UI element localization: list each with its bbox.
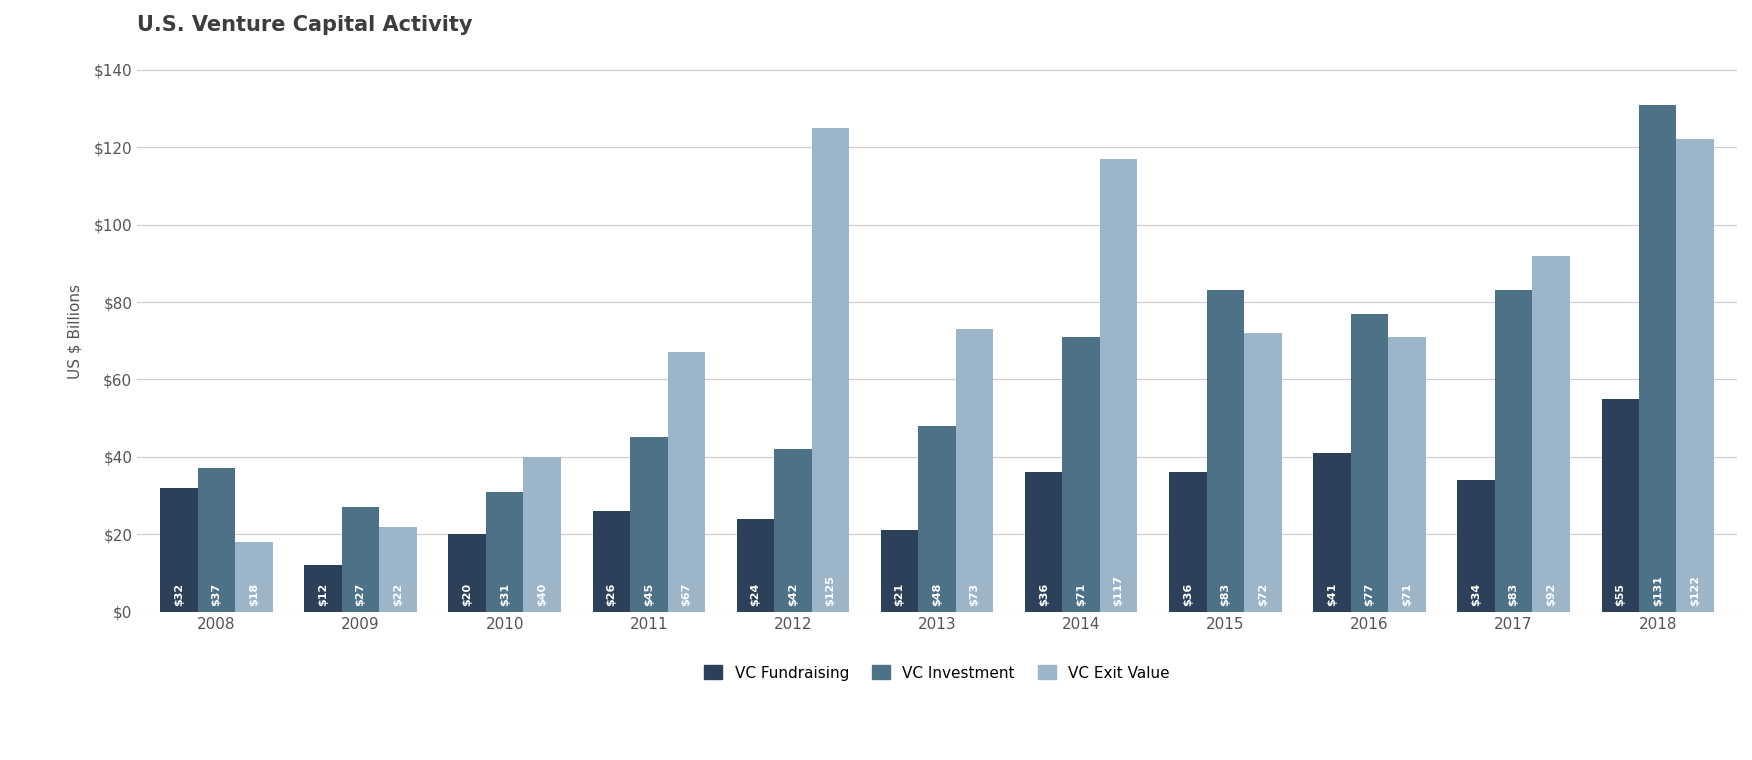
Text: $71: $71 xyxy=(1076,583,1086,606)
Text: U.S. Venture Capital Activity: U.S. Venture Capital Activity xyxy=(137,15,473,35)
Bar xyxy=(1494,290,1533,612)
Text: $36: $36 xyxy=(1183,583,1193,606)
Text: $36: $36 xyxy=(1039,583,1049,606)
Text: $67: $67 xyxy=(682,582,692,606)
Bar xyxy=(1062,337,1100,612)
Bar xyxy=(159,488,198,612)
Bar xyxy=(1638,105,1677,612)
Bar xyxy=(1388,337,1426,612)
Y-axis label: US $ Billions: US $ Billions xyxy=(68,283,82,378)
Text: $131: $131 xyxy=(1652,575,1663,606)
Text: $71: $71 xyxy=(1402,583,1412,606)
Text: $125: $125 xyxy=(825,575,836,606)
Text: $41: $41 xyxy=(1326,582,1337,606)
Bar xyxy=(1677,140,1713,612)
Text: $92: $92 xyxy=(1545,582,1556,606)
Bar xyxy=(881,530,918,612)
Text: $83: $83 xyxy=(1508,583,1519,606)
Bar xyxy=(811,128,850,612)
Bar xyxy=(738,519,774,612)
Bar xyxy=(1351,314,1388,612)
Text: $20: $20 xyxy=(463,583,473,606)
Bar xyxy=(449,534,485,612)
Bar xyxy=(1025,472,1062,612)
Text: $42: $42 xyxy=(788,582,797,606)
Bar xyxy=(198,468,235,612)
Bar xyxy=(342,507,378,612)
Bar xyxy=(1533,255,1570,612)
Bar xyxy=(305,565,342,612)
Text: $32: $32 xyxy=(173,583,184,606)
Bar xyxy=(1458,480,1494,612)
Bar xyxy=(1100,159,1137,612)
Bar xyxy=(1207,290,1244,612)
Text: $72: $72 xyxy=(1258,583,1268,606)
Text: $122: $122 xyxy=(1691,575,1699,606)
Text: $55: $55 xyxy=(1615,583,1626,606)
Legend: VC Fundraising, VC Investment, VC Exit Value: VC Fundraising, VC Investment, VC Exit V… xyxy=(697,658,1177,689)
Bar xyxy=(592,511,631,612)
Text: $73: $73 xyxy=(969,583,979,606)
Text: $37: $37 xyxy=(212,583,221,606)
Text: $45: $45 xyxy=(643,583,653,606)
Bar xyxy=(957,329,993,612)
Bar xyxy=(485,492,524,612)
Text: $24: $24 xyxy=(750,582,760,606)
Bar xyxy=(524,457,561,612)
Text: $34: $34 xyxy=(1472,583,1480,606)
Text: $117: $117 xyxy=(1114,575,1123,606)
Bar xyxy=(668,353,704,612)
Bar xyxy=(1244,333,1281,612)
Text: $12: $12 xyxy=(319,583,328,606)
Text: $26: $26 xyxy=(606,582,617,606)
Text: $77: $77 xyxy=(1365,583,1375,606)
Text: $27: $27 xyxy=(356,583,366,606)
Bar xyxy=(1314,453,1351,612)
Text: $22: $22 xyxy=(392,583,403,606)
Text: $40: $40 xyxy=(538,583,547,606)
Bar xyxy=(1601,399,1638,612)
Text: $83: $83 xyxy=(1221,583,1230,606)
Bar xyxy=(631,438,668,612)
Text: $18: $18 xyxy=(249,583,259,606)
Text: $21: $21 xyxy=(895,583,904,606)
Bar xyxy=(235,542,273,612)
Bar xyxy=(774,449,811,612)
Bar xyxy=(378,527,417,612)
Text: $48: $48 xyxy=(932,582,943,606)
Bar xyxy=(1169,472,1207,612)
Text: $31: $31 xyxy=(499,583,510,606)
Bar xyxy=(918,426,957,612)
